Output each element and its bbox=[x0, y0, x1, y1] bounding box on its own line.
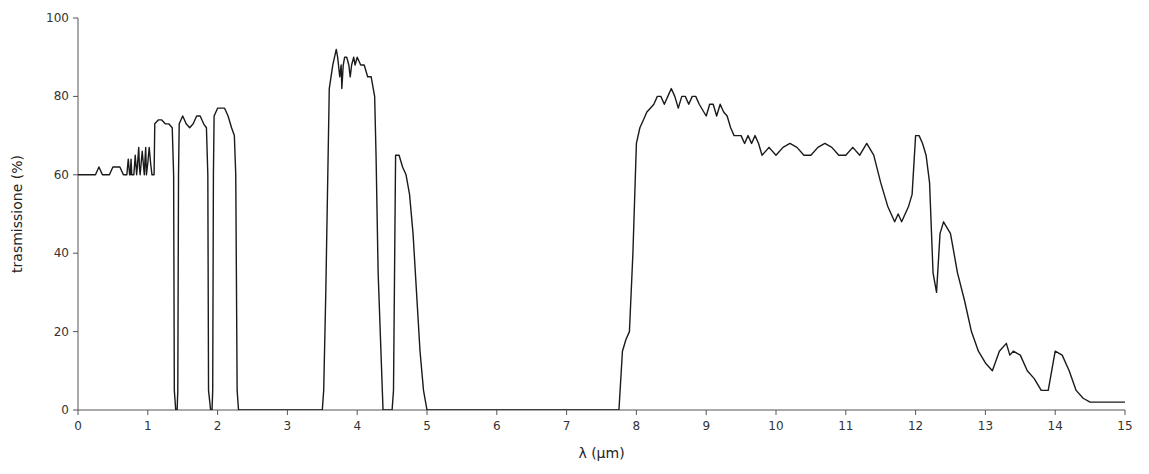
x-tick bbox=[287, 410, 288, 415]
y-tick bbox=[73, 18, 78, 19]
x-tick bbox=[566, 410, 567, 415]
x-tick bbox=[496, 410, 497, 415]
x-tick-label: 4 bbox=[353, 419, 361, 433]
x-tick-label: 13 bbox=[978, 419, 993, 433]
x-tick bbox=[845, 410, 846, 415]
x-tick-label: 15 bbox=[1117, 419, 1132, 433]
y-tick-label: 0 bbox=[61, 403, 69, 417]
x-tick-label: 8 bbox=[633, 419, 641, 433]
line bbox=[78, 49, 1125, 410]
y-tick bbox=[73, 174, 78, 175]
y-axis-label: trasmissione (%) bbox=[9, 155, 25, 273]
x-tick-label: 9 bbox=[702, 419, 710, 433]
x-tick bbox=[776, 410, 777, 415]
x-tick-label: 7 bbox=[563, 419, 571, 433]
x-tick bbox=[78, 410, 79, 415]
y-axis-line bbox=[78, 18, 79, 410]
x-tick-label: 12 bbox=[908, 419, 923, 433]
y-tick-label: 80 bbox=[54, 89, 69, 103]
x-tick-label: 10 bbox=[768, 419, 783, 433]
x-tick-label: 14 bbox=[1048, 419, 1063, 433]
x-tick bbox=[217, 410, 218, 415]
y-tick bbox=[73, 253, 78, 254]
x-tick bbox=[915, 410, 916, 415]
x-tick-label: 3 bbox=[284, 419, 292, 433]
y-tick bbox=[73, 410, 78, 411]
x-tick-label: 1 bbox=[144, 419, 152, 433]
x-tick bbox=[636, 410, 637, 415]
plot-area bbox=[78, 18, 1125, 410]
x-tick bbox=[1055, 410, 1056, 415]
axes: 0123456789101112131415020406080100 bbox=[46, 11, 1133, 433]
x-tick-label: 0 bbox=[74, 419, 82, 433]
x-tick bbox=[1125, 410, 1126, 415]
x-axis-label: λ (μm) bbox=[578, 445, 624, 461]
y-tick bbox=[73, 96, 78, 97]
x-tick bbox=[427, 410, 428, 415]
x-tick-label: 5 bbox=[423, 419, 431, 433]
x-tick-label: 11 bbox=[838, 419, 853, 433]
y-tick bbox=[73, 331, 78, 332]
y-tick-label: 40 bbox=[54, 246, 69, 260]
x-tick bbox=[357, 410, 358, 415]
series bbox=[78, 49, 1125, 410]
x-tick-label: 6 bbox=[493, 419, 501, 433]
y-tick-label: 20 bbox=[54, 325, 69, 339]
x-tick bbox=[706, 410, 707, 415]
y-tick-label: 60 bbox=[54, 168, 69, 182]
x-tick bbox=[147, 410, 148, 415]
y-tick-label: 100 bbox=[46, 11, 69, 25]
x-tick bbox=[985, 410, 986, 415]
chart: 0123456789101112131415020406080100λ (μm)… bbox=[0, 0, 1149, 474]
x-tick-label: 2 bbox=[214, 419, 222, 433]
